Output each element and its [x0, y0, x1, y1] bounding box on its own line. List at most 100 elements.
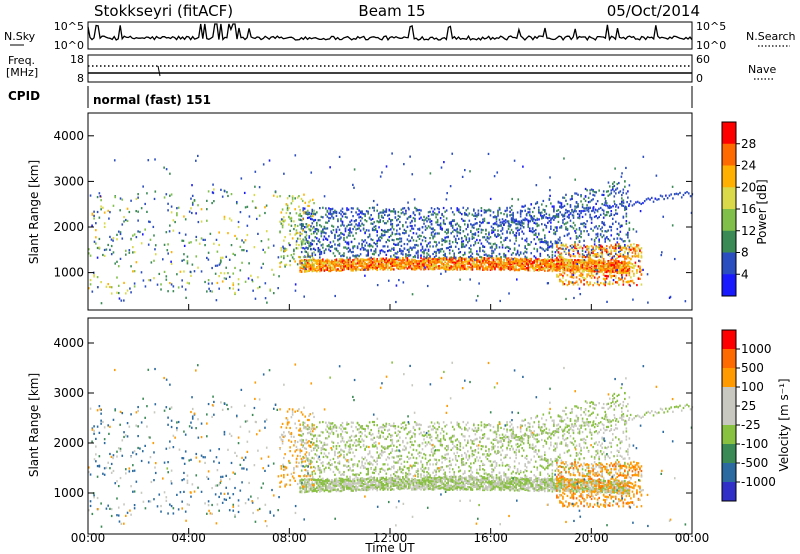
power-cell: [237, 288, 240, 291]
power-cell: [367, 258, 369, 261]
power-cell: [289, 259, 291, 263]
power-cell: [93, 210, 95, 213]
power-cell: [625, 215, 628, 218]
power-cell: [507, 258, 510, 261]
power-cell: [534, 242, 537, 245]
power-cell: [602, 282, 605, 286]
power-cell: [584, 250, 587, 253]
power-cell: [216, 264, 219, 267]
power-cell: [362, 268, 365, 271]
power-cell: [124, 249, 127, 252]
power-cell: [598, 238, 600, 241]
power-cell: [566, 261, 569, 264]
power-cell: [457, 262, 460, 265]
power-cell: [524, 217, 526, 220]
power-cell: [320, 252, 323, 255]
power-cell: [574, 245, 576, 248]
power-cell: [415, 209, 418, 212]
power-cell: [448, 268, 451, 271]
power-cell: [223, 215, 226, 218]
power-cell: [303, 239, 305, 242]
power-cell: [563, 262, 566, 266]
power-cell: [624, 277, 626, 280]
power-cell: [400, 244, 403, 248]
power-cell: [541, 223, 543, 226]
power-cell: [359, 215, 362, 219]
power-cell: [323, 227, 326, 230]
power-cell: [308, 228, 310, 231]
power-cell: [137, 230, 139, 233]
power-cell: [338, 261, 341, 264]
power-cell: [447, 246, 449, 250]
power-cell: [589, 258, 591, 261]
power-cell: [468, 251, 471, 254]
power-cell: [494, 233, 496, 236]
power-cell: [551, 242, 554, 246]
power-cell: [322, 246, 324, 249]
power-cell: [583, 256, 585, 259]
power-cell: [500, 236, 502, 239]
power-cell: [571, 263, 573, 266]
power-cell: [531, 261, 534, 264]
power-cell: [352, 234, 354, 237]
power-cell: [566, 215, 569, 218]
power-cell: [421, 218, 424, 221]
power-cell: [577, 216, 579, 219]
power-cell: [364, 232, 366, 235]
power-cell: [616, 182, 619, 186]
power-cell: [482, 221, 484, 224]
power-cell: [429, 255, 431, 258]
power-cell: [382, 245, 385, 248]
power-cell: [613, 255, 616, 258]
power-cell: [611, 268, 614, 271]
power-cell: [397, 261, 400, 264]
power-cell: [498, 259, 501, 262]
power-cell: [165, 275, 168, 278]
power-cell: [430, 257, 433, 261]
power-cell: [628, 246, 631, 249]
power-cell: [463, 211, 466, 215]
power-cell: [605, 202, 608, 205]
power-cell: [482, 265, 484, 268]
power-cell: [423, 222, 425, 225]
power-cell: [441, 238, 443, 241]
power-cell: [415, 260, 418, 263]
power-cell: [605, 248, 608, 252]
power-cell: [355, 228, 357, 231]
power-cell: [424, 228, 427, 231]
power-cell: [512, 213, 514, 217]
power-cell: [359, 224, 362, 227]
power-cell: [510, 268, 513, 271]
power-cell: [370, 256, 372, 259]
power-cell: [359, 210, 362, 213]
power-cell: [289, 212, 291, 215]
power-cell: [474, 263, 477, 266]
power-cell: [447, 260, 449, 263]
power-cell: [483, 219, 486, 223]
power-cell: [621, 266, 623, 269]
power-cell: [439, 265, 442, 269]
power-cell: [435, 221, 437, 224]
power-cell: [445, 228, 448, 231]
power-cell: [580, 281, 582, 284]
power-cell: [383, 231, 386, 234]
power-cell: [314, 261, 317, 264]
power-cell: [583, 225, 585, 228]
power-cell: [485, 232, 487, 236]
power-cell: [503, 268, 505, 271]
power-cell: [583, 239, 585, 242]
power-cell: [593, 265, 596, 268]
power-cell: [501, 218, 504, 221]
power-cell: [309, 267, 312, 270]
power-cell: [137, 196, 139, 199]
power-cell: [583, 244, 585, 247]
power-cell: [243, 241, 245, 244]
power-cell: [406, 267, 409, 270]
power-cell: [571, 195, 573, 198]
power-cell: [380, 249, 383, 252]
power-cell: [563, 264, 566, 267]
power-cell: [397, 256, 400, 259]
power-cell: [406, 263, 409, 266]
power-cell: [414, 255, 417, 259]
power-cell: [619, 225, 622, 229]
